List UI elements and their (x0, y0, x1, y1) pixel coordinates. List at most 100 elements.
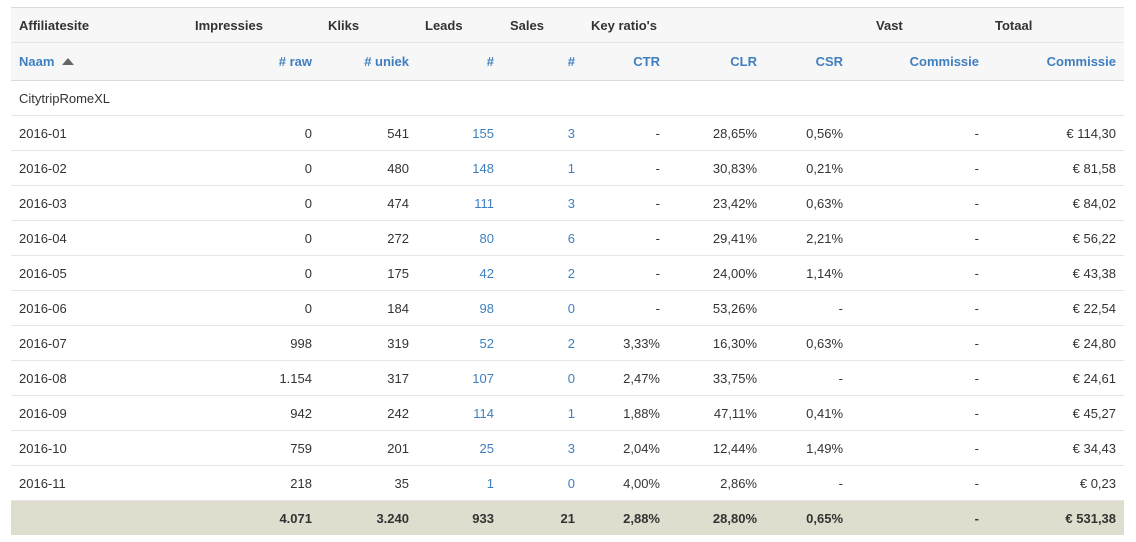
sales-link[interactable]: 3 (502, 430, 583, 466)
total-cell: 4.071 (187, 500, 320, 535)
table-cell: - (851, 325, 988, 361)
leads-link[interactable]: 155 (417, 115, 502, 151)
table-cell: 0 (187, 185, 320, 221)
table-row: 2016-05 0 175 42 2-24,00% 1,14% - € 43,38 (11, 255, 1125, 291)
sales-link[interactable]: 1 (502, 395, 583, 431)
table-cell: - (851, 360, 988, 396)
table-cell: € 34,43 (987, 430, 1125, 466)
table-cell: - (851, 465, 988, 501)
table-cell: € 24,61 (987, 360, 1125, 396)
column-sales-count[interactable]: # (502, 42, 583, 81)
table-cell: 184 (320, 290, 417, 326)
sales-link[interactable]: 0 (502, 465, 583, 501)
table-cell: 2,86% (668, 465, 765, 501)
table-cell: 0,63% (765, 185, 852, 221)
leads-link[interactable]: 52 (417, 325, 502, 361)
column-totaal-commissie[interactable]: Commissie (987, 42, 1125, 81)
row-period: 2016-07 (11, 325, 187, 361)
stats-table-container: Affiliatesite Impressies Kliks Leads Sal… (11, 7, 1125, 535)
table-cell: 1,14% (765, 255, 852, 291)
table-cell: 1.154 (187, 360, 320, 396)
sales-link[interactable]: 2 (502, 325, 583, 361)
row-period: 2016-09 (11, 395, 187, 431)
sales-link[interactable]: 3 (502, 185, 583, 221)
leads-link[interactable]: 111 (417, 185, 502, 221)
table-cell: 480 (320, 150, 417, 186)
column-naam-sort[interactable]: Naam (11, 42, 187, 81)
sales-link[interactable]: 6 (502, 220, 583, 256)
table-cell: € 0,23 (987, 465, 1125, 501)
table-cell: 30,83% (668, 150, 765, 186)
table-cell: - (851, 185, 988, 221)
header-totaal: Totaal (987, 7, 1125, 43)
leads-link[interactable]: 25 (417, 430, 502, 466)
table-cell: 1,49% (765, 430, 852, 466)
table-cell: 272 (320, 220, 417, 256)
table-cell: 242 (320, 395, 417, 431)
leads-link[interactable]: 98 (417, 290, 502, 326)
leads-link[interactable]: 1 (417, 465, 502, 501)
column-kliks-uniek[interactable]: # uniek (320, 42, 417, 81)
row-period: 2016-04 (11, 220, 187, 256)
table-cell: 3,33% (583, 325, 668, 361)
column-vast-commissie[interactable]: Commissie (851, 42, 988, 81)
table-cell: 33,75% (668, 360, 765, 396)
table-cell: 12,44% (668, 430, 765, 466)
column-header-row: Naam # raw # uniek # # CTR CLR CSR Commi… (11, 42, 1125, 81)
sales-link[interactable]: 2 (502, 255, 583, 291)
total-cell: 28,80% (668, 500, 765, 535)
table-cell: 759 (187, 430, 320, 466)
table-cell: 0,56% (765, 115, 852, 151)
sales-link[interactable]: 0 (502, 290, 583, 326)
table-cell: 0,41% (765, 395, 852, 431)
table-cell: € 81,58 (987, 150, 1125, 186)
sort-ascending-icon (62, 58, 75, 65)
table-cell: 201 (320, 430, 417, 466)
header-sales: Sales (502, 7, 583, 43)
header-key-ratios: Key ratio's (583, 7, 852, 43)
row-period: 2016-06 (11, 290, 187, 326)
table-cell: 23,42% (668, 185, 765, 221)
leads-link[interactable]: 42 (417, 255, 502, 291)
table-cell: 29,41% (668, 220, 765, 256)
table-cell: 218 (187, 465, 320, 501)
header-impressies: Impressies (187, 7, 320, 43)
table-cell: - (583, 185, 668, 221)
column-ctr[interactable]: CTR (583, 42, 668, 81)
table-cell: - (765, 465, 852, 501)
table-cell: 0 (187, 290, 320, 326)
row-period: 2016-02 (11, 150, 187, 186)
header-leads: Leads (417, 7, 502, 43)
leads-link[interactable]: 107 (417, 360, 502, 396)
table-cell: 2,04% (583, 430, 668, 466)
row-period: 2016-08 (11, 360, 187, 396)
column-clr[interactable]: CLR (668, 42, 765, 81)
total-cell: - (851, 500, 988, 535)
table-cell: - (583, 290, 668, 326)
leads-link[interactable]: 80 (417, 220, 502, 256)
table-cell: 0 (187, 115, 320, 151)
table-cell: 2,47% (583, 360, 668, 396)
table-row: 2016-02 0 480 148 1-30,83% 0,21% - € 81,58 (11, 150, 1125, 186)
header-affiliatesite: Affiliatesite (11, 7, 187, 43)
sales-link[interactable]: 0 (502, 360, 583, 396)
group-row: CitytripRomeXL (11, 80, 1125, 116)
table-cell: - (583, 220, 668, 256)
sales-link[interactable]: 1 (502, 150, 583, 186)
column-leads-count[interactable]: # (417, 42, 502, 81)
table-cell: € 22,54 (987, 290, 1125, 326)
table-cell: - (851, 430, 988, 466)
table-cell: 24,00% (668, 255, 765, 291)
leads-link[interactable]: 148 (417, 150, 502, 186)
sales-link[interactable]: 3 (502, 115, 583, 151)
table-cell: 35 (320, 465, 417, 501)
group-name: CitytripRomeXL (11, 80, 1125, 116)
table-cell: - (583, 150, 668, 186)
column-impressies-raw[interactable]: # raw (187, 42, 320, 81)
column-csr[interactable]: CSR (765, 42, 852, 81)
table-cell: 53,26% (668, 290, 765, 326)
leads-link[interactable]: 114 (417, 395, 502, 431)
table-row: 2016-10 759 201 25 3 2,04% 12,44% 1,49% - € 34,43 (11, 430, 1125, 466)
table-cell: 4,00% (583, 465, 668, 501)
table-cell: 28,65% (668, 115, 765, 151)
